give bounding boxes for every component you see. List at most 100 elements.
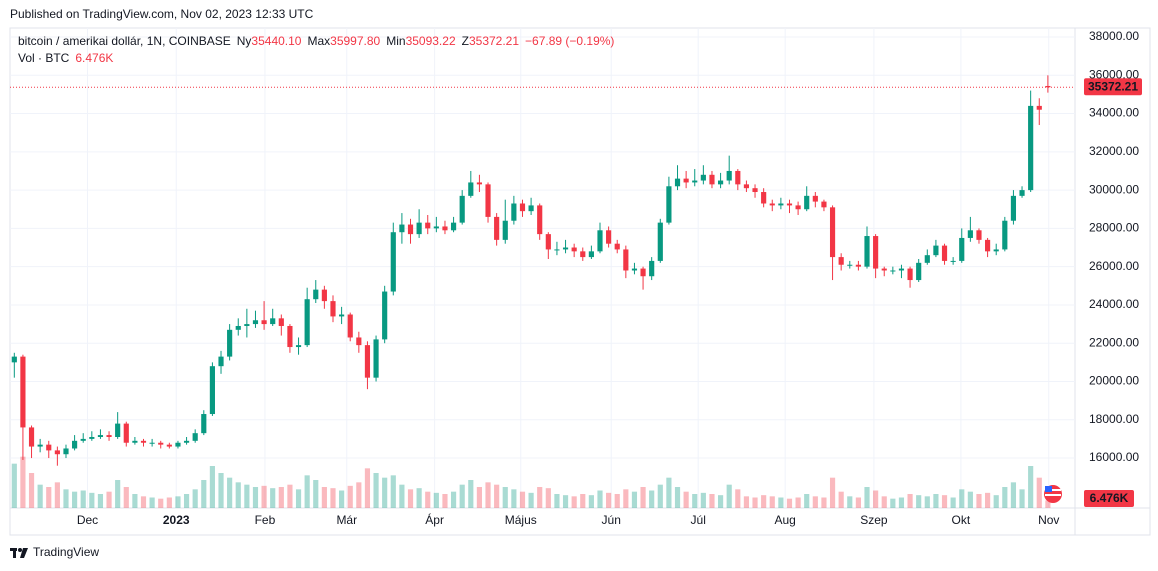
candle-body bbox=[933, 245, 939, 256]
footer-logo: TradingView bbox=[10, 545, 99, 559]
volume-bar bbox=[373, 473, 379, 508]
volume-bar bbox=[778, 497, 784, 508]
candle-body bbox=[778, 203, 784, 206]
candle-body bbox=[666, 186, 672, 223]
volume-bar bbox=[485, 482, 491, 508]
candle-body bbox=[735, 170, 741, 185]
volume-bar bbox=[907, 494, 913, 508]
candle-body bbox=[873, 236, 879, 269]
x-tick-label: Aug bbox=[775, 513, 796, 527]
volume-bar bbox=[80, 490, 86, 508]
volume-bar bbox=[192, 489, 198, 508]
volume-bar bbox=[873, 490, 879, 508]
candle-body bbox=[11, 356, 17, 363]
candle-body bbox=[459, 195, 465, 223]
volume-bar bbox=[804, 494, 810, 508]
ohlc-label: Min bbox=[386, 34, 405, 48]
y-tick-label: 28000.00 bbox=[1089, 221, 1139, 235]
ohlc-label: Max bbox=[307, 34, 330, 48]
candle-body bbox=[382, 291, 388, 340]
volume-bar bbox=[580, 494, 586, 508]
volume-bar bbox=[261, 485, 267, 508]
candle-body bbox=[726, 170, 732, 181]
candle-body bbox=[106, 435, 112, 437]
volume-bar bbox=[106, 491, 112, 508]
volume-bar bbox=[115, 480, 121, 508]
candle-body bbox=[390, 232, 396, 292]
candle-body bbox=[511, 203, 517, 221]
last-price-box bbox=[1084, 78, 1142, 96]
volume-bar bbox=[339, 490, 345, 508]
volume-bar bbox=[502, 487, 508, 508]
volume-bar bbox=[330, 488, 336, 508]
y-tick-label: 20000.00 bbox=[1089, 374, 1139, 388]
candle-body bbox=[1036, 105, 1042, 110]
candle-body bbox=[158, 442, 164, 445]
candle-body bbox=[985, 239, 991, 252]
candle-body bbox=[407, 224, 414, 235]
published: Published on TradingView.com, Nov 02, 20… bbox=[10, 7, 314, 21]
candle-body bbox=[330, 301, 336, 317]
ohlc-value: 35997.80 bbox=[330, 34, 380, 48]
y-tick-label: 36000.00 bbox=[1089, 67, 1139, 81]
volume-bar bbox=[976, 494, 982, 508]
candle-body bbox=[847, 264, 853, 266]
candle-body bbox=[54, 450, 60, 455]
volume-bar bbox=[511, 489, 517, 508]
volume-bar bbox=[89, 492, 95, 508]
candle-body bbox=[924, 255, 930, 263]
volume-bar bbox=[657, 484, 663, 508]
frame bbox=[9, 27, 1151, 536]
candle-body bbox=[72, 440, 78, 449]
candle-body bbox=[502, 220, 508, 240]
candle-body bbox=[218, 356, 224, 367]
candle-body bbox=[519, 203, 526, 212]
volume-bar bbox=[28, 473, 35, 508]
candle-body bbox=[347, 314, 353, 338]
y-tick-label: 24000.00 bbox=[1089, 297, 1139, 311]
candle-body bbox=[881, 268, 887, 271]
volume-bar bbox=[1028, 466, 1034, 508]
volume-bar bbox=[588, 495, 594, 508]
candle-body bbox=[132, 440, 138, 443]
candle-body bbox=[864, 236, 870, 267]
volume-bar bbox=[683, 491, 689, 508]
volume-bar bbox=[347, 485, 353, 508]
candle-body bbox=[554, 249, 560, 251]
volume-bar bbox=[666, 477, 672, 508]
candle-body bbox=[631, 268, 638, 271]
volume-bar bbox=[1002, 487, 1008, 508]
volume-bar bbox=[812, 496, 818, 508]
candle-body bbox=[709, 174, 715, 185]
volume-bar bbox=[46, 487, 52, 508]
candle-body bbox=[580, 251, 586, 258]
volume-bar bbox=[356, 482, 362, 508]
volume-bar bbox=[1036, 477, 1042, 508]
candle-body bbox=[1028, 105, 1034, 191]
volume-bar bbox=[295, 489, 302, 508]
x-tick-label: Júl bbox=[691, 513, 706, 527]
volume-bar bbox=[924, 496, 930, 508]
volume-bar bbox=[433, 492, 439, 508]
volume-bar bbox=[270, 488, 276, 508]
candle-body bbox=[588, 251, 594, 258]
volume-bar bbox=[54, 482, 60, 508]
candle-body bbox=[416, 222, 422, 235]
candle-body bbox=[356, 337, 362, 346]
footer-text: TradingView bbox=[33, 545, 99, 559]
volume-bar bbox=[321, 487, 327, 508]
volume-bar bbox=[140, 496, 147, 508]
candle-body bbox=[166, 444, 172, 447]
volume-bar bbox=[821, 497, 827, 508]
x-tick-label: 2023 bbox=[163, 513, 190, 527]
candle-body bbox=[571, 247, 577, 252]
y-tick-label: 26000.00 bbox=[1089, 259, 1139, 273]
volume-bar bbox=[287, 484, 293, 508]
volume-bar bbox=[950, 497, 956, 508]
volume-bar bbox=[890, 498, 896, 508]
candle-body bbox=[614, 243, 620, 250]
volume-bar bbox=[399, 484, 405, 508]
x-tick-label: Dec bbox=[77, 513, 98, 527]
volume-bar bbox=[769, 496, 775, 508]
last-price-label: 35372.21 bbox=[1088, 79, 1138, 93]
